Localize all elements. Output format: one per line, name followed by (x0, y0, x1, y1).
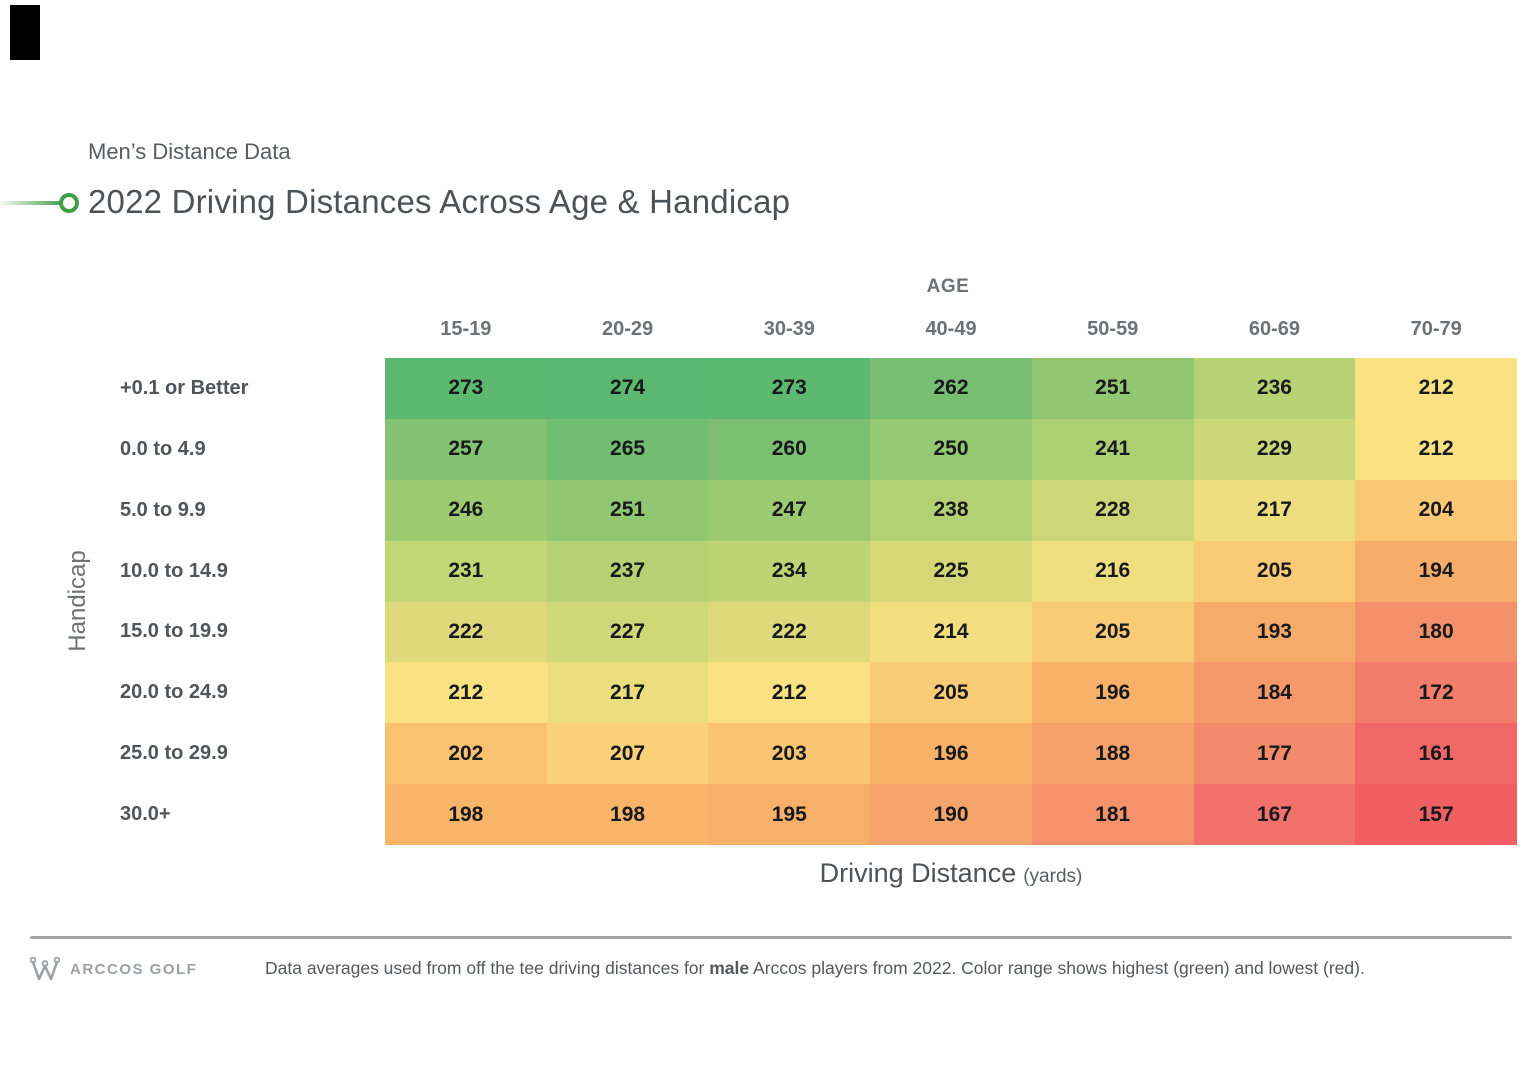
top-left-black-marker (10, 5, 40, 60)
brand-name: ARCCOS GOLF (70, 960, 198, 978)
arccos-crown-icon (30, 956, 60, 981)
x-axis-label-wrap: Driving Distance (yards) (385, 858, 1517, 889)
heatmap-cell: 247 (708, 479, 871, 541)
heatmap-cell: 231 (385, 540, 547, 602)
heatmap-cell: 172 (1355, 662, 1517, 724)
heatmap-cell: 222 (708, 601, 871, 663)
title-accent-ring-icon (59, 193, 79, 213)
heatmap-cell: 180 (1355, 601, 1517, 663)
heatmap-cell: 198 (385, 784, 547, 845)
heatmap-grid: 273 274 273 262 251 236 212 257 265 260 250 241 229 2… (385, 358, 1517, 845)
heatmap-cell: 205 (1193, 540, 1356, 602)
heatmap-cell: 237 (546, 540, 709, 602)
heatmap-cell: 214 (870, 601, 1032, 663)
eyebrow-label: Men’s Distance Data (88, 139, 291, 164)
heatmap-cell: 246 (385, 479, 547, 541)
title-accent-line (0, 201, 60, 205)
brand-lockup: ARCCOS GOLF (30, 955, 197, 983)
footer-divider (30, 936, 1512, 939)
heatmap-cell: 251 (1031, 358, 1194, 419)
heatmap-cell: 194 (1355, 540, 1517, 602)
heatmap-cell: 234 (708, 540, 871, 602)
heatmap-cell: 260 (708, 418, 871, 480)
column-header: 70-79 (1410, 318, 1462, 340)
heatmap-cell: 198 (546, 784, 709, 845)
heatmap-cell: 222 (385, 601, 547, 663)
heatmap-cell: 181 (1031, 784, 1194, 845)
heatmap-cell: 196 (1031, 662, 1194, 724)
heatmap-cell: 251 (546, 479, 709, 541)
heatmap-cell: 217 (546, 662, 709, 724)
heatmap-cell: 161 (1355, 723, 1517, 785)
column-header: 20-29 (602, 318, 654, 340)
heatmap-cell: 250 (870, 418, 1032, 480)
heatmap-cell: 195 (708, 784, 871, 845)
heatmap-cell: 229 (1193, 418, 1356, 480)
heatmap-cell: 228 (1031, 479, 1194, 541)
row-labels-column: +0.1 or Better 0.0 to 4.9 5.0 to 9.9 10.0 t… (120, 358, 375, 845)
heatmap-cell: 184 (1193, 662, 1356, 724)
heatmap-cell: 196 (870, 723, 1032, 785)
row-label: 20.0 to 24.9 (120, 681, 228, 704)
heatmap-cell: 207 (546, 723, 709, 785)
y-axis-label: Handicap (64, 550, 91, 652)
heatmap-cell: 274 (546, 358, 709, 419)
heatmap-cell: 167 (1193, 784, 1356, 845)
x-axis-label: Driving Distance (819, 858, 1017, 888)
heatmap-cell: 190 (870, 784, 1032, 845)
heatmap-cell: 212 (1355, 418, 1517, 480)
heatmap-cell: 205 (870, 662, 1032, 724)
column-header: 30-39 (763, 318, 815, 340)
row-label: 10.0 to 14.9 (120, 559, 228, 582)
heatmap-cell: 193 (1193, 601, 1356, 663)
heatmap-cell: 177 (1193, 723, 1356, 785)
row-label: 0.0 to 4.9 (120, 437, 206, 460)
heatmap-cell: 238 (870, 479, 1032, 541)
column-headers-row: 15-19 20-29 30-39 40-49 50-59 60-69 70-79 (385, 318, 1517, 344)
footer-note: Data averages used from off the tee driv… (265, 958, 1365, 979)
heatmap-cell: 212 (385, 662, 547, 724)
heatmap-cell: 157 (1355, 784, 1517, 845)
heatmap-cell: 212 (708, 662, 871, 724)
x-axis-label-unit: (yards) (1023, 866, 1083, 887)
age-axis-group-label: AGE (926, 276, 970, 297)
heatmap-cell: 241 (1031, 418, 1194, 480)
footer-note-prefix: Data averages used from off the tee driv… (265, 958, 710, 978)
heatmap-cell: 203 (708, 723, 871, 785)
heatmap-cell: 188 (1031, 723, 1194, 785)
heatmap-cell: 217 (1193, 479, 1356, 541)
column-header: 50-59 (1087, 318, 1139, 340)
heatmap-cell: 212 (1355, 358, 1517, 419)
heatmap-cell: 273 (385, 358, 547, 419)
row-label: 25.0 to 29.9 (120, 742, 228, 765)
heatmap-cell: 202 (385, 723, 547, 785)
row-label: 30.0+ (120, 803, 171, 826)
footer-note-bold: male (709, 958, 750, 978)
column-header: 60-69 (1248, 318, 1301, 340)
row-label: 15.0 to 19.9 (120, 620, 228, 643)
heatmap-cell: 257 (385, 418, 547, 480)
column-header: 15-19 (440, 318, 492, 340)
page-title: 2022 Driving Distances Across Age & Hand… (88, 183, 791, 220)
heatmap-cell: 273 (708, 358, 871, 419)
heatmap-cell: 265 (546, 418, 709, 480)
heatmap-cell: 205 (1031, 601, 1194, 663)
heatmap-cell: 204 (1355, 479, 1517, 541)
heatmap-cell: 236 (1193, 358, 1356, 419)
heatmap-cell: 225 (870, 540, 1032, 602)
heatmap-cell: 216 (1031, 540, 1194, 602)
row-label: 5.0 to 9.9 (120, 498, 206, 521)
column-header: 40-49 (925, 318, 977, 340)
row-label: +0.1 or Better (120, 376, 249, 399)
heatmap-cell: 262 (870, 358, 1032, 419)
footer-note-suffix: Arccos players from 2022. Color range sh… (749, 958, 1365, 978)
heatmap-cell: 227 (546, 601, 709, 663)
